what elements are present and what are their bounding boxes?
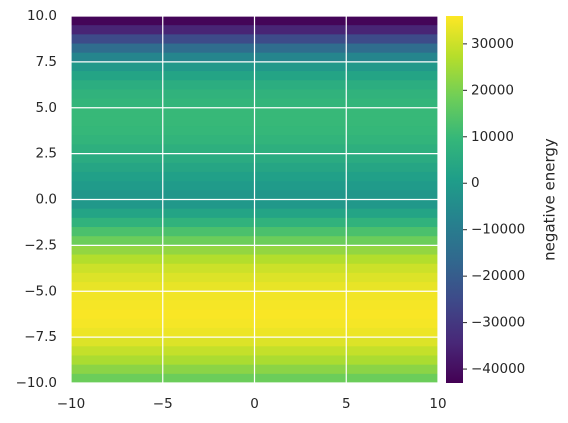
y-tick-label: −7.5 bbox=[24, 329, 57, 345]
y-tick-label: −5.0 bbox=[24, 283, 57, 299]
x-tick-label: −5 bbox=[153, 396, 173, 412]
y-tick-label: 10.0 bbox=[27, 8, 57, 24]
colorbar-tick-label: −40000 bbox=[471, 361, 525, 377]
colorbar-label: negative energy bbox=[541, 138, 559, 261]
y-tick-label: −10.0 bbox=[16, 375, 57, 391]
colorbar-tick-label: 10000 bbox=[471, 129, 514, 145]
y-tick-label: 2.5 bbox=[36, 146, 57, 162]
x-tick-label: 10 bbox=[429, 396, 446, 412]
y-tick-label: 0.0 bbox=[36, 192, 57, 208]
colorbar-tick-label: 20000 bbox=[471, 82, 514, 98]
y-tick-label: −2.5 bbox=[24, 237, 57, 253]
x-tick-label: 5 bbox=[342, 396, 351, 412]
colorbar-tick-label: 0 bbox=[471, 175, 480, 191]
y-tick-label: 5.0 bbox=[36, 100, 57, 116]
colorbar-tick-label: −10000 bbox=[471, 222, 525, 238]
colorbar-tick-label: −20000 bbox=[471, 268, 525, 284]
colorbar-tick-label: 30000 bbox=[471, 36, 514, 52]
x-tick-label: −10 bbox=[57, 396, 86, 412]
colorbar bbox=[446, 16, 463, 383]
colorbar-tick-label: −30000 bbox=[471, 315, 525, 331]
x-tick-label: 0 bbox=[250, 396, 259, 412]
y-tick-label: 7.5 bbox=[36, 54, 57, 70]
